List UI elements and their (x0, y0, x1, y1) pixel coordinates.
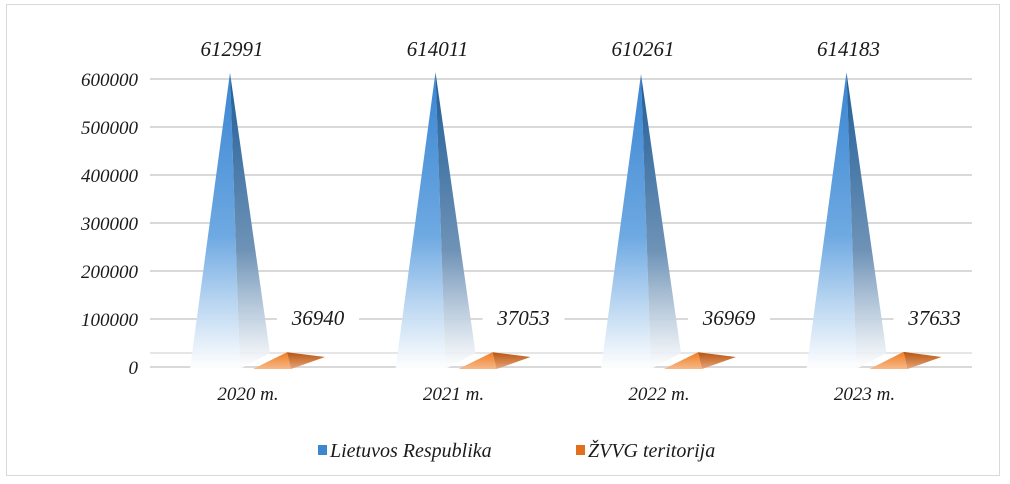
pyramid-lietuvos-respublika (395, 72, 476, 369)
y-tick-label: 300000 (80, 214, 139, 235)
y-tick-label: 100000 (81, 310, 139, 331)
legend-item: ŽVVG teritorija (576, 439, 715, 462)
x-tick-label: 2021 m. (423, 384, 484, 405)
pyramid-zvvg-teritorija (869, 351, 942, 369)
y-tick-label: 200000 (81, 262, 139, 283)
legend-label: ŽVVG teritorija (588, 439, 715, 462)
pyramid-zvvg-teritorija (253, 352, 325, 369)
pyramid-lietuvos-respublika (190, 72, 270, 370)
data-label-zvvg-teritorija: 36940 (291, 306, 345, 330)
y-tick-label: 0 (129, 358, 139, 379)
y-tick-label: 600000 (81, 70, 139, 91)
legend-swatch (576, 445, 585, 455)
pyramid-zvvg-teritorija (664, 352, 736, 369)
data-label-background (277, 300, 359, 332)
data-label-zvvg-teritorija: 37633 (907, 306, 961, 330)
pyramid-zvvg-teritorija (458, 352, 531, 369)
data-label-lietuvos-respublika: 612991 (201, 37, 264, 61)
legend-item: Lietuvos Respublika (318, 440, 492, 462)
data-label-background (482, 300, 565, 332)
y-tick-label: 500000 (81, 118, 139, 139)
legend-swatch (318, 445, 327, 455)
legend-label: Lietuvos Respublika (329, 440, 492, 462)
pyramid-lietuvos-respublika (806, 72, 887, 369)
data-label-lietuvos-respublika: 614183 (817, 37, 880, 61)
x-tick-label: 2022 m. (628, 384, 689, 405)
x-tick-label: 2020 m. (217, 384, 278, 405)
pyramid-lietuvos-respublika (601, 74, 681, 370)
data-label-zvvg-teritorija: 36969 (702, 306, 756, 330)
data-label-lietuvos-respublika: 610261 (612, 37, 675, 61)
data-label-lietuvos-respublika: 614011 (407, 37, 468, 61)
y-tick-label: 400000 (81, 166, 139, 187)
data-label-background (893, 300, 976, 332)
data-label-zvvg-teritorija: 37053 (496, 306, 550, 330)
x-tick-label: 2023 m. (834, 384, 895, 405)
data-label-background (688, 300, 770, 332)
